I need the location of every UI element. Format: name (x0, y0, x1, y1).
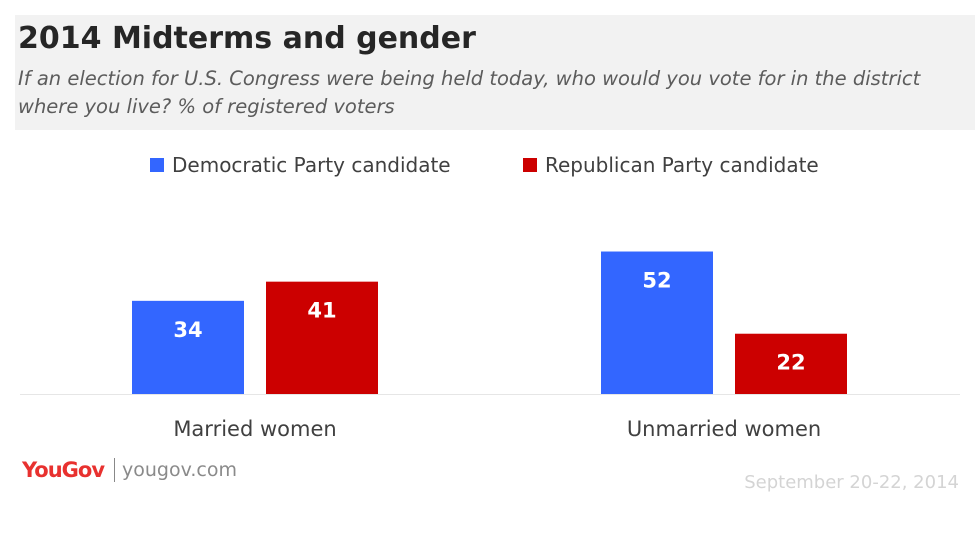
bar-democratic-1 (601, 251, 713, 394)
data-label-democratic-1: 52 (642, 269, 671, 293)
brand-url: yougov.com (122, 459, 237, 481)
chart-legend: Democratic Party candidate Republican Pa… (0, 150, 975, 180)
chart-header: 2014 Midterms and gender If an election … (15, 15, 975, 130)
legend-label-democratic: Democratic Party candidate (172, 153, 451, 177)
data-label-republican-0: 41 (307, 299, 336, 323)
brand-divider (114, 458, 116, 482)
chart-subtitle: If an election for U.S. Congress were be… (18, 67, 921, 118)
brand-name: YouGov (22, 458, 105, 482)
data-label-democratic-0: 34 (173, 318, 202, 342)
category-label-0: Married women (173, 417, 336, 441)
legend-item-democratic: Democratic Party candidate (150, 150, 451, 180)
legend-swatch-democratic (150, 158, 164, 172)
data-label-republican-1: 22 (776, 351, 805, 375)
survey-date: September 20-22, 2014 (744, 472, 959, 493)
legend-label-republican: Republican Party candidate (545, 153, 819, 177)
legend-swatch-republican (523, 158, 537, 172)
bar-democratic-0 (132, 300, 244, 394)
legend-item-republican: Republican Party candidate (523, 150, 819, 180)
category-label-1: Unmarried women (627, 417, 821, 441)
yougov-logo: YouGov yougov.com (22, 458, 237, 482)
bar-republican-1 (735, 333, 847, 394)
chart-title: 2014 Midterms and gender (18, 21, 476, 56)
bar-republican-0 (266, 281, 378, 394)
